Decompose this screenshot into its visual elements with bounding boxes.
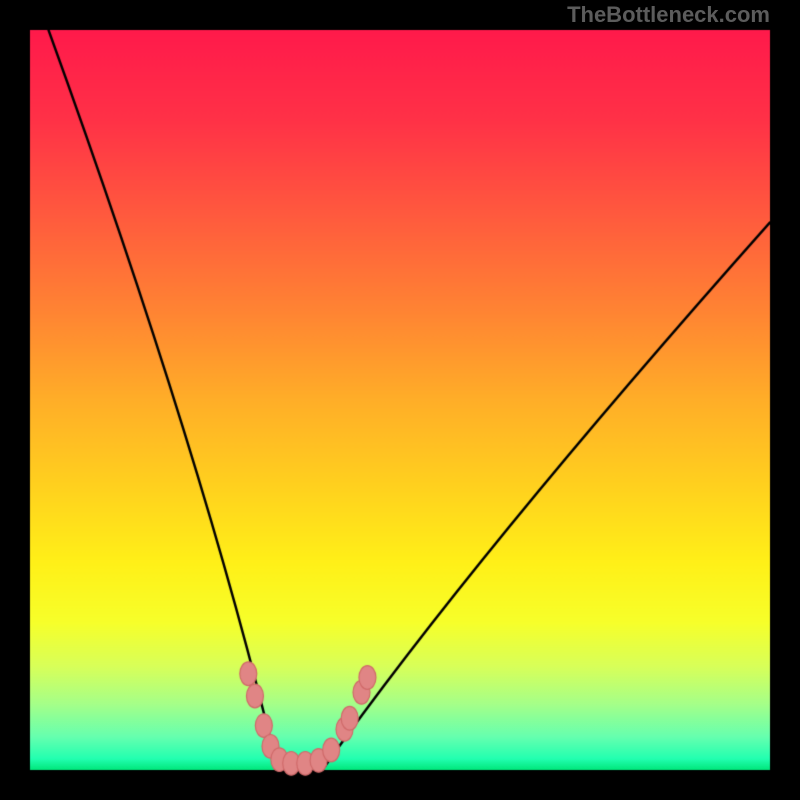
chart-stage: TheBottleneck.com <box>0 0 800 800</box>
bottleneck-v-curve-chart <box>0 0 800 800</box>
watermark-text: TheBottleneck.com <box>567 2 770 28</box>
